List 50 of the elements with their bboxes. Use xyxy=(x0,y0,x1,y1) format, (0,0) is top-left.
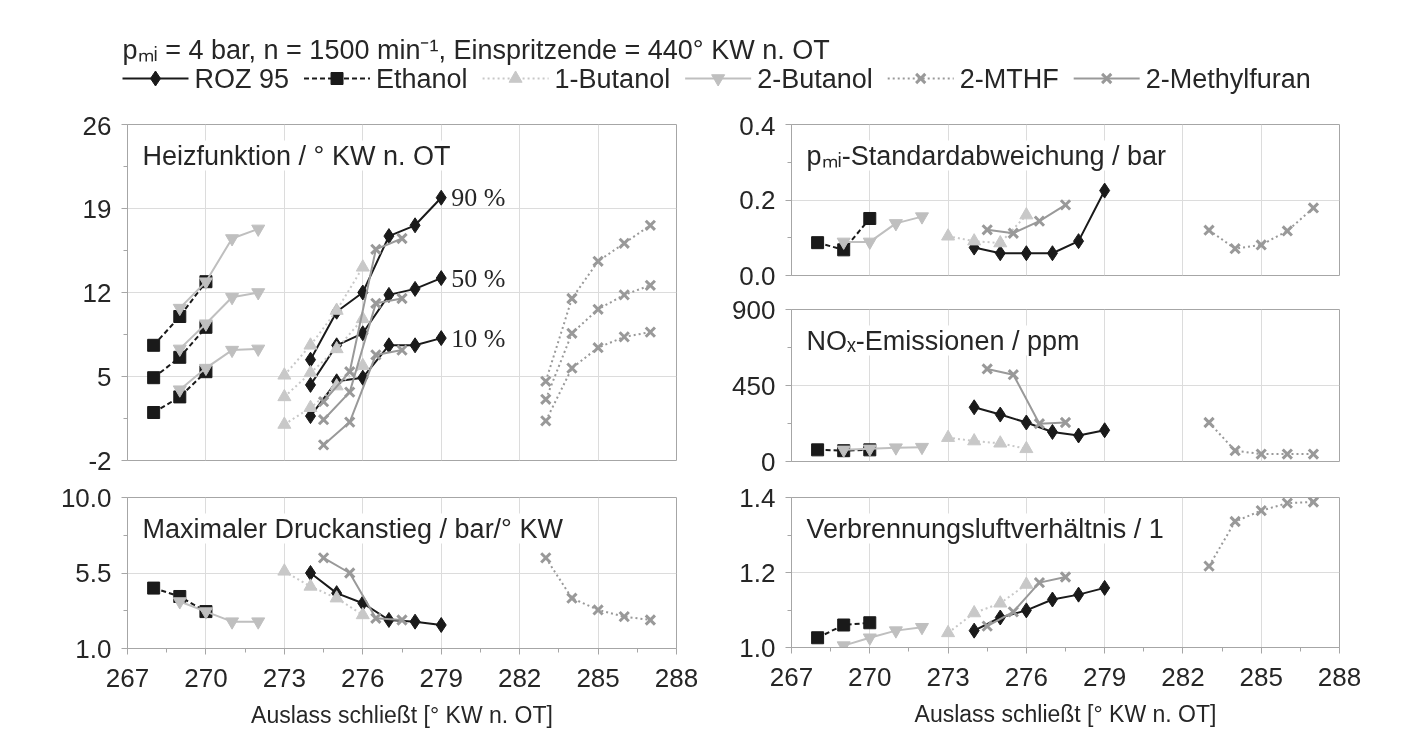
y-tick-label: 1.4 xyxy=(739,482,776,513)
x-tick-label: 279 xyxy=(419,662,463,693)
text: Maximaler Druckanstieg / bar/° KW xyxy=(142,513,564,544)
y-tick-label: 12 xyxy=(82,277,112,308)
y-tick-label: 1.0 xyxy=(75,633,112,664)
x-tick-label: 288 xyxy=(1317,661,1362,692)
y-tick-label: -2 xyxy=(88,445,112,476)
x-axis-title: Auslass schließt [° KW n. OT] xyxy=(251,701,553,728)
x-tick-label: 279 xyxy=(1082,661,1127,692)
y-tick-label: 0 xyxy=(761,446,776,477)
text: NOₓ-Emissionen / ppm xyxy=(806,325,1080,356)
text: Heizfunktion / ° KW n. OT xyxy=(142,140,451,171)
legend-label: 2-Methylfuran xyxy=(1145,63,1311,94)
y-tick-label: 5.5 xyxy=(75,558,112,588)
x-tick-label: 276 xyxy=(1004,661,1049,692)
x-tick-label: 282 xyxy=(1161,661,1205,692)
y-tick-label: 1.0 xyxy=(739,632,776,663)
legend-label: 2-MTHF xyxy=(959,63,1059,94)
annotation: 50 % xyxy=(451,263,506,293)
x-tick-label: 288 xyxy=(654,662,699,693)
text: Verbrennungsluftverhältnis / 1 xyxy=(806,513,1164,544)
x-tick-label: 285 xyxy=(1239,661,1283,692)
y-tick-label: 450 xyxy=(732,370,776,401)
y-tick-label: 26 xyxy=(82,110,112,141)
x-tick-label: 267 xyxy=(769,661,814,692)
y-tick-label: 5 xyxy=(97,361,112,392)
x-tick-label: 282 xyxy=(497,662,542,693)
text: pₘᵢ-Standardabweichung / bar xyxy=(806,140,1166,171)
y-tick-label: 0.4 xyxy=(739,110,776,141)
x-axis-title: Auslass schließt [° KW n. OT] xyxy=(914,700,1217,727)
y-tick-label: 0.0 xyxy=(739,260,776,291)
x-tick-label: 285 xyxy=(576,662,620,693)
y-tick-label: 0.2 xyxy=(739,185,776,215)
y-tick-label: 1.2 xyxy=(739,557,776,588)
y-tick-label: 10.0 xyxy=(60,482,112,513)
x-tick-label: 276 xyxy=(341,662,385,693)
x-tick-label: 273 xyxy=(926,661,970,692)
x-tick-label: 273 xyxy=(262,662,307,693)
legend-label: 1-Butanol xyxy=(554,63,671,94)
annotation: 10 % xyxy=(451,323,506,353)
annotation: 90 % xyxy=(451,183,506,213)
x-tick-label: 270 xyxy=(184,662,228,693)
y-tick-label: 900 xyxy=(732,294,776,325)
x-tick-label: 270 xyxy=(848,661,892,692)
y-tick-label: 19 xyxy=(82,193,112,224)
legend-label: Ethanol xyxy=(376,63,468,94)
legend-label: ROZ 95 xyxy=(194,63,290,94)
legend-label: 2-Butanol xyxy=(757,63,873,94)
chart-subtitle: pₘᵢ = 4 bar, n = 1500 min⁻¹, Einspritzende = 440° KW n. OT xyxy=(122,34,830,65)
x-tick-label: 267 xyxy=(105,662,150,693)
